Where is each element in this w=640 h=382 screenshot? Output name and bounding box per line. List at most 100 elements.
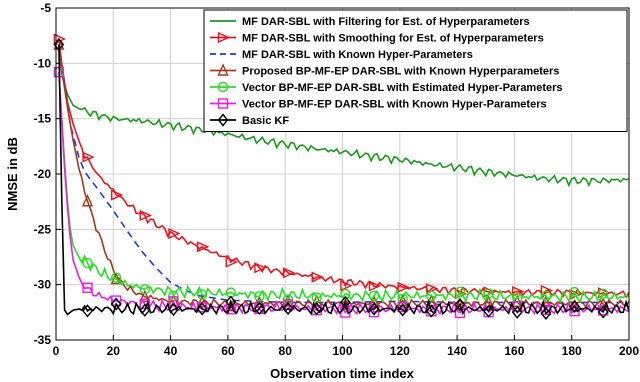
series-marker-1 (254, 262, 267, 274)
series-marker-4 (426, 290, 437, 302)
x-tick-label: 180 (562, 344, 582, 358)
legend-item: MF DAR-SBL with Filtering for Est. of Hy… (210, 16, 530, 28)
series-marker-4 (196, 289, 208, 300)
legend-label: MF DAR-SBL with Filtering for Est. of Hy… (242, 16, 530, 28)
y-tick-labels: -35 -30 -25 -20 -15 -10 -5 (34, 1, 52, 347)
series-marker-6 (540, 306, 552, 320)
legend-label: Proposed BP-MF-EP DAR-SBL with Known Hyp… (242, 66, 559, 78)
series-marker-4 (82, 257, 93, 269)
series-marker-6 (82, 304, 93, 318)
series-marker-6 (168, 302, 179, 317)
legend-marker (217, 98, 229, 109)
series-0 (58, 46, 630, 188)
x-tick-label: 200 (619, 344, 639, 358)
x-tick-label: 100 (332, 344, 352, 358)
y-axis-label: NMSE in dB (5, 137, 20, 211)
x-tick-labels: 0 20 40 60 80 100 120 140 160 180 200 (53, 344, 640, 358)
series-line-5 (58, 72, 630, 316)
series-marker-6 (282, 301, 294, 316)
series-marker-3 (139, 289, 151, 303)
series-marker-6 (139, 303, 151, 317)
series-marker-6 (483, 304, 495, 318)
series-marker-1 (340, 280, 353, 292)
series-marker-1 (397, 281, 410, 293)
legend-label: MF DAR-SBL with Known Hyper-Parameters (242, 49, 473, 61)
series-marker-6 (569, 299, 580, 313)
series-marker-4 (598, 288, 609, 300)
series-marker-5 (168, 296, 179, 307)
series-marker-4 (340, 288, 351, 300)
series-marker-3 (540, 294, 552, 308)
legend-item: Proposed BP-MF-EP DAR-SBL with Known Hyp… (210, 63, 559, 78)
x-tick-label: 140 (447, 344, 467, 358)
series-marker-3 (368, 294, 380, 308)
series-marker-6 (425, 304, 437, 318)
legend-item: Basic KF (210, 113, 289, 127)
y-tick-label: -15 (34, 112, 52, 126)
series-marker-6 (225, 295, 237, 309)
series-marker-1 (311, 271, 324, 283)
series-marker-6 (254, 301, 265, 316)
series-marker-4 (569, 286, 580, 298)
series-marker-1 (282, 267, 296, 279)
y-tick-label: -10 (34, 56, 52, 70)
x-tick-label: 60 (221, 344, 235, 358)
plot-frame (55, 7, 630, 341)
legend-label: Vector BP-MF-EP DAR-SBL with Known Hyper… (242, 99, 547, 111)
series-marker-4 (110, 272, 122, 283)
series-marker-1 (82, 151, 95, 163)
series-6 (53, 37, 630, 320)
series-marker-6 (311, 302, 323, 316)
y-tick-label: -20 (34, 167, 52, 181)
series-layer (53, 33, 630, 320)
legend-item: MF DAR-SBL with Known Hyper-Parameters (210, 49, 473, 61)
series-marker-1 (225, 256, 238, 268)
y-tick-label: -35 (34, 333, 52, 347)
legend-label: Basic KF (242, 115, 289, 127)
y-tick-label: -25 (34, 222, 52, 236)
legend-marker (217, 113, 229, 127)
series-marker-6 (454, 298, 466, 312)
x-tick-label: 0 (53, 344, 60, 358)
series-marker-1 (368, 280, 382, 292)
series-line-4 (58, 72, 630, 304)
legend-marker (217, 63, 229, 76)
x-tick-label: 80 (279, 344, 293, 358)
series-marker-6 (397, 303, 409, 317)
x-tick-label: 120 (390, 344, 410, 358)
series-marker-3 (81, 194, 94, 207)
legend-marker (217, 81, 229, 93)
series-marker-4 (368, 290, 380, 302)
series-marker-5 (454, 307, 466, 319)
series-marker-5 (82, 282, 93, 293)
legend-label: Vector BP-MF-EP DAR-SBL with Estimated H… (242, 82, 563, 94)
series-marker-1 (110, 189, 124, 201)
series-marker-6 (339, 295, 351, 309)
x-tick-label: 160 (504, 344, 524, 358)
y-tick-label: -5 (40, 1, 51, 15)
x-axis-label: Observation time index (270, 366, 415, 381)
x-tick-label: 20 (107, 344, 121, 358)
legend-box (203, 9, 628, 132)
legend: MF DAR-SBL with Filtering for Est. of Hy… (203, 9, 628, 132)
legend-item: Vector BP-MF-EP DAR-SBL with Known Hyper… (210, 98, 547, 111)
series-marker-5 (368, 306, 380, 318)
series-marker-1 (139, 209, 153, 222)
series-marker-6 (368, 302, 380, 316)
series-marker-1 (540, 284, 554, 297)
series-marker-4 (483, 288, 494, 299)
series-marker-6 (110, 297, 122, 311)
series-marker-6 (196, 302, 208, 316)
series-marker-4 (254, 291, 265, 302)
series-marker-4 (540, 290, 552, 301)
x-tick-label: 40 (164, 344, 178, 358)
series-marker-1 (168, 227, 181, 240)
series-marker-1 (196, 241, 210, 253)
y-tick-label: -30 (34, 278, 52, 292)
series-marker-4 (397, 293, 408, 305)
series-marker-6 (511, 305, 523, 319)
series-marker-6 (597, 305, 609, 319)
series-marker-4 (139, 284, 151, 295)
series-line-0 (58, 46, 630, 188)
